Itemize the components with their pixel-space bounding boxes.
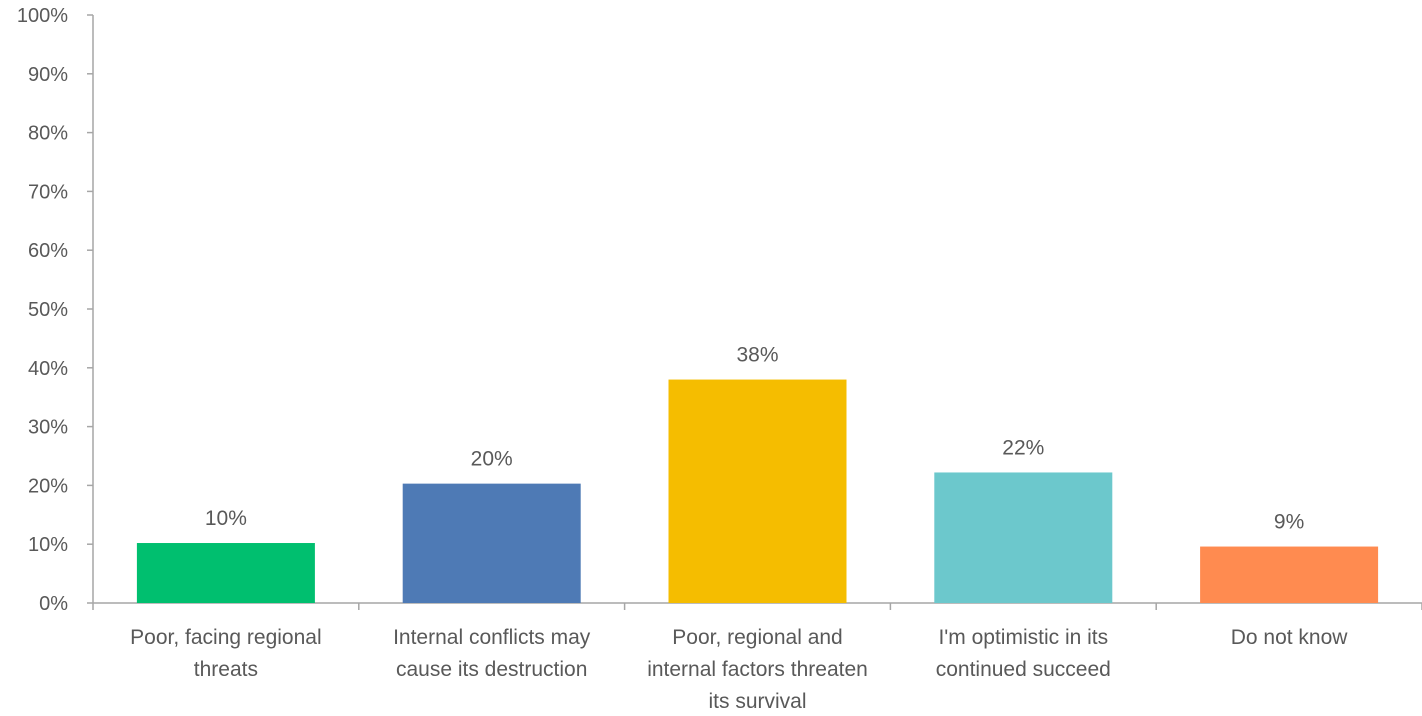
category-label: threats — [194, 658, 258, 681]
data-label: 20% — [471, 448, 513, 471]
category-label: cause its destruction — [396, 658, 587, 681]
category-label: I'm optimistic in its — [938, 626, 1108, 649]
data-label: 22% — [1002, 436, 1044, 459]
category-label: continued succeed — [936, 658, 1111, 681]
data-label: 9% — [1274, 511, 1304, 534]
category-label: internal factors threaten — [647, 658, 868, 681]
y-tick-label: 50% — [28, 299, 68, 321]
data-label: 38% — [736, 344, 778, 367]
data-label: 10% — [205, 507, 247, 530]
category-label: Do not know — [1231, 626, 1349, 649]
bar — [1200, 546, 1379, 603]
y-tick-label: 10% — [28, 534, 68, 556]
category-label: Poor, facing regional — [130, 626, 321, 649]
category-label: Internal conflicts may — [393, 626, 591, 649]
y-tick-label: 0% — [39, 593, 68, 615]
bar — [668, 379, 847, 603]
bar — [402, 483, 581, 603]
bar — [934, 472, 1113, 603]
y-tick-label: 90% — [28, 64, 68, 86]
category-label: its survival — [708, 690, 806, 713]
y-tick-label: 40% — [28, 358, 68, 380]
y-tick-label: 100% — [17, 5, 68, 27]
y-tick-label: 20% — [28, 475, 68, 497]
category-label: Poor, regional and — [672, 626, 842, 649]
bar — [136, 543, 315, 603]
y-tick-label: 30% — [28, 417, 68, 439]
y-tick-label: 70% — [28, 181, 68, 203]
y-tick-label: 80% — [28, 123, 68, 145]
y-tick-label: 60% — [28, 240, 68, 262]
